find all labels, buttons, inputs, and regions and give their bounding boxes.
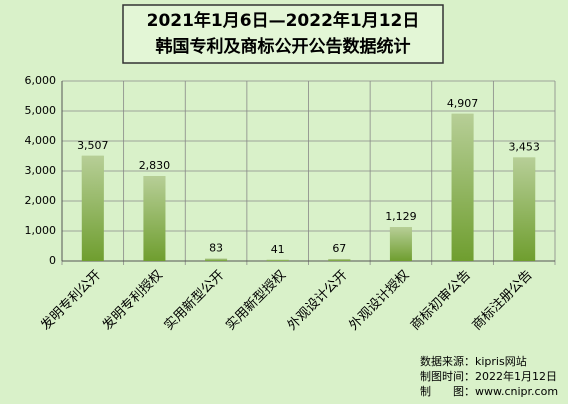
- bar-highlight: [389, 227, 412, 261]
- x-tick-label: 外观设计公开: [285, 268, 351, 334]
- value-label: 83: [209, 242, 223, 255]
- bar-highlight: [266, 259, 289, 261]
- x-tick-label: 商标注册公告: [470, 268, 536, 334]
- x-tick-label: 实用新型授权: [223, 267, 289, 333]
- chart-title: 2021年1月6日—2022年1月12日: [147, 10, 420, 31]
- x-tick-label: 外观设计授权: [346, 267, 412, 333]
- y-tick-label: 1,000: [25, 224, 57, 237]
- x-tick-label: 商标初审公告: [408, 268, 474, 334]
- y-tick-label: 4,000: [25, 134, 57, 147]
- value-label: 41: [271, 243, 285, 256]
- y-tick-label: 3,000: [25, 164, 57, 177]
- y-tick-label: 0: [49, 254, 56, 267]
- footnote: 制图时间：2022年1月12日: [420, 369, 557, 383]
- value-label: 3,507: [77, 139, 109, 152]
- chart-title: 韩国专利及商标公开公告数据统计: [156, 36, 411, 57]
- y-tick-label: 2,000: [25, 194, 57, 207]
- value-label: 2,830: [139, 159, 171, 172]
- title-box: [122, 4, 444, 64]
- y-tick-label: 6,000: [25, 74, 57, 87]
- bar-highlight: [143, 176, 166, 261]
- x-tick-label: 实用新型公开: [161, 267, 227, 333]
- bar-highlight: [81, 155, 104, 261]
- value-label: 1,129: [385, 210, 417, 223]
- x-tick-label: 发明专利公开: [38, 267, 104, 333]
- bar-highlight: [513, 157, 536, 261]
- y-tick-label: 5,000: [25, 104, 57, 117]
- value-label: 3,453: [508, 140, 540, 153]
- bar-highlight: [328, 258, 351, 261]
- x-tick-label: 发明专利授权: [99, 267, 165, 333]
- footnote: 数据来源：kipris网站: [420, 354, 527, 368]
- bar-highlight: [451, 113, 474, 261]
- footnote: 制 图：www.cnipr.com: [420, 385, 558, 398]
- value-label: 67: [332, 242, 346, 255]
- bar-highlight: [205, 258, 228, 261]
- value-label: 4,907: [447, 97, 479, 110]
